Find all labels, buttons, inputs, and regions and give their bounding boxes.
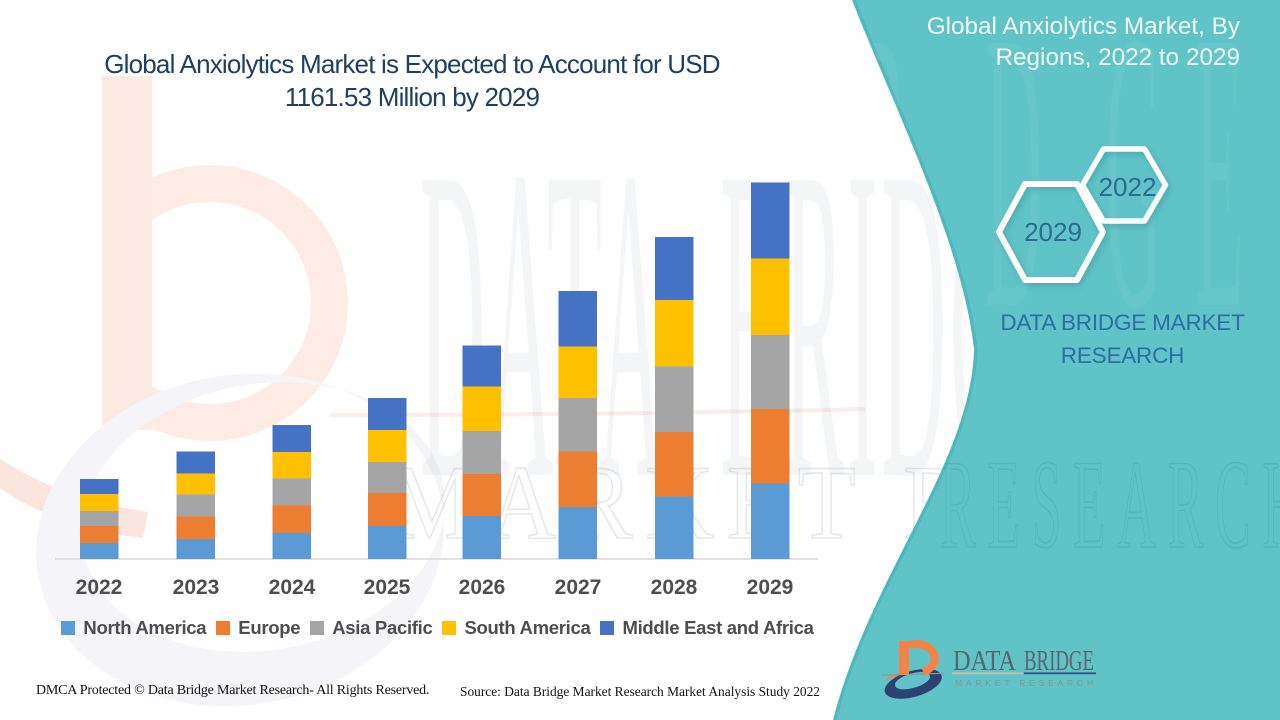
svg-text:RESEARCH: RESEARCH xyxy=(940,435,1280,576)
svg-text:2022: 2022 xyxy=(1099,172,1157,202)
svg-text:DATA: DATA xyxy=(953,646,1017,677)
svg-text:MARKET RESEARCH: MARKET RESEARCH xyxy=(955,678,1093,688)
svg-text:E: E xyxy=(1195,0,1244,392)
svg-text:BRIDGE: BRIDGE xyxy=(1024,646,1094,677)
svg-text:G: G xyxy=(1105,0,1163,392)
svg-text:2029: 2029 xyxy=(1024,217,1082,247)
svg-text:D: D xyxy=(985,0,1043,392)
